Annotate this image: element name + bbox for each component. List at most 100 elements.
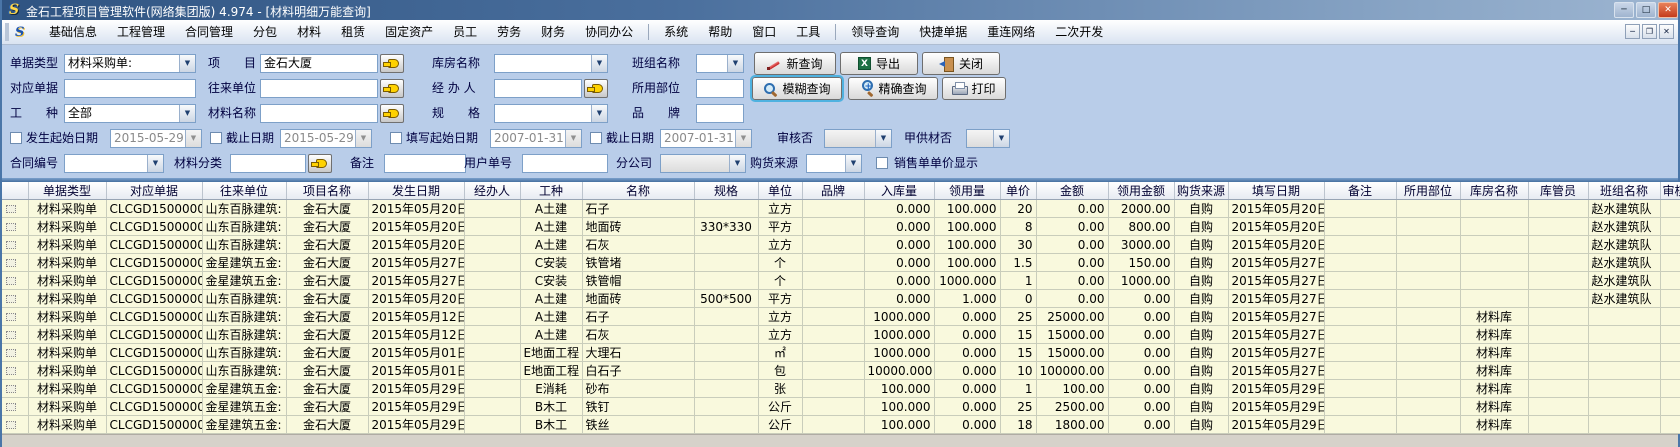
table-row[interactable]: 材料采购单CLCGD150000001山东百脉建筑:金石大厦2015年05月20… [2,217,1680,236]
cell[interactable]: 0.000 [864,271,935,290]
row-indicator[interactable] [2,235,29,254]
cell[interactable]: 材料库 [1460,361,1529,380]
cell[interactable]: 18 [1000,415,1037,434]
cell[interactable]: 赵水建筑队 [1588,217,1661,236]
row-indicator[interactable] [2,325,29,344]
menu-item-1[interactable]: 工程管理 [117,24,166,39]
chevron-down-icon[interactable]: ▼ [185,130,201,147]
cell[interactable]: 25000.00 [1036,307,1109,326]
cell[interactable]: 公斤 [758,397,803,416]
cell[interactable] [1528,379,1589,398]
column-header-16[interactable]: 购货来源 [1174,182,1229,200]
used-part-input[interactable] [696,79,744,98]
cell[interactable]: 15000.00 [1036,343,1109,362]
row-indicator[interactable] [2,361,29,380]
cell[interactable]: 平方 [758,289,803,308]
purchase-source-select[interactable]: ▼ [806,154,862,173]
cell[interactable]: 0.00 [1036,289,1109,308]
cell[interactable]: 2015年05月01日 [368,343,465,362]
cell[interactable] [802,235,865,254]
cell[interactable] [1660,415,1680,434]
row-indicator[interactable] [2,379,29,398]
cell[interactable]: 赵水建筑队 [1588,271,1661,290]
material-name-input[interactable] [260,104,378,123]
cell[interactable]: CLCGD150000002 [106,253,203,272]
cell[interactable]: 立方 [758,325,803,344]
cell[interactable] [1396,361,1461,380]
cell[interactable] [1324,199,1397,218]
cell[interactable] [1324,307,1397,326]
column-header-19[interactable]: 所用部位 [1396,182,1461,200]
cell[interactable] [1528,307,1589,326]
fill-start-checkbox[interactable] [390,132,402,144]
cell[interactable]: 100000.00 [1036,361,1109,380]
cell[interactable]: 15000.00 [1036,325,1109,344]
cell[interactable]: 10 [1000,361,1037,380]
cell[interactable]: 2015年05月20日 [368,217,465,236]
cell[interactable]: 1000.000 [864,307,935,326]
cell[interactable]: 材料采购单 [28,325,107,344]
column-header-15[interactable]: 领用金额 [1108,182,1175,200]
cell[interactable]: A土建 [520,289,583,308]
row-indicator[interactable] [2,271,29,290]
cell[interactable] [1660,235,1680,254]
cell[interactable]: 材料采购单 [28,379,107,398]
chevron-down-icon[interactable]: ▼ [845,155,861,172]
cell[interactable]: 赵水建筑队 [1588,289,1661,308]
cell[interactable]: 石灰 [582,235,695,254]
cell[interactable] [1588,361,1661,380]
cell[interactable] [464,289,521,308]
cell[interactable]: CLCGD150000006 [106,415,203,434]
menu-item-0[interactable]: 基础信息 [49,24,98,39]
mdi-restore-button[interactable]: ❐ [1642,24,1657,39]
exact-query-button[interactable]: 精确查询 [848,77,938,100]
cell[interactable]: 0.00 [1108,289,1175,308]
cell[interactable]: 赵水建筑队 [1588,235,1661,254]
cell[interactable] [802,199,865,218]
fill-start-date[interactable]: 2007-01-31 ▼ [490,129,582,148]
cell[interactable] [1660,289,1680,308]
cell[interactable]: 2015年05月29日 [1228,415,1325,434]
cell[interactable]: 自购 [1174,271,1229,290]
column-header-12[interactable]: 领用量 [934,182,1001,200]
cell[interactable]: 2015年05月27日 [1228,325,1325,344]
cell[interactable]: 10000.000 [864,361,935,380]
cell[interactable] [1460,217,1529,236]
cell[interactable] [1528,199,1589,218]
cell[interactable]: 铁管堵 [582,253,695,272]
cell[interactable]: 赵水建筑队 [1588,253,1661,272]
cell[interactable]: 1000.00 [1108,271,1175,290]
cell[interactable] [1588,415,1661,434]
menu-item-18[interactable]: 二次开发 [1055,24,1104,39]
cell[interactable]: 0.00 [1036,271,1109,290]
cell[interactable]: A土建 [520,307,583,326]
cell[interactable] [1324,361,1397,380]
cell[interactable]: B木工 [520,397,583,416]
cell[interactable]: 金石大厦 [286,235,369,254]
project-input[interactable]: 金石大厦 [260,54,378,73]
cell[interactable]: 材料采购单 [28,235,107,254]
cell[interactable]: CLCGD150000001 [106,217,203,236]
cell[interactable]: 金石大厦 [286,217,369,236]
cell[interactable]: 2500.00 [1036,397,1109,416]
cell[interactable]: CLCGD150000001 [106,235,203,254]
cell[interactable]: 1000.000 [864,343,935,362]
cell[interactable]: 0.00 [1036,235,1109,254]
cell[interactable]: 0.00 [1036,199,1109,218]
cell[interactable]: 1000.000 [934,271,1001,290]
fill-end-checkbox[interactable] [590,132,602,144]
cell[interactable]: 金石大厦 [286,199,369,218]
cell[interactable]: 金星建筑五金: [202,271,287,290]
row-indicator[interactable] [2,397,29,416]
menu-item-11[interactable]: 系统 [664,24,689,39]
cell[interactable]: 大理石 [582,343,695,362]
cell[interactable] [1324,379,1397,398]
chevron-down-icon[interactable]: ▼ [179,55,195,72]
cell[interactable] [1324,235,1397,254]
menu-item-5[interactable]: 租赁 [341,24,366,39]
menu-item-15[interactable]: 领导查询 [851,24,900,39]
cell[interactable]: 0.000 [864,253,935,272]
toolbar-grip[interactable] [5,23,9,41]
cell[interactable]: CLCGD150000005 [106,343,203,362]
cell[interactable]: 金石大厦 [286,343,369,362]
